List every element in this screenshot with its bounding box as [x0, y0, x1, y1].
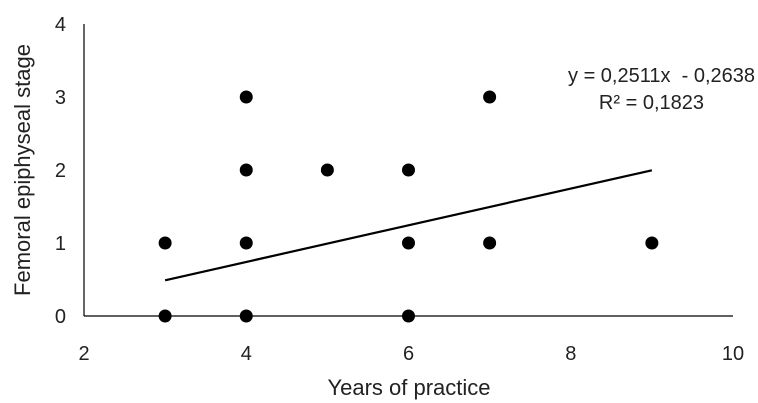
data-point	[239, 309, 253, 323]
x-tick-label: 4	[241, 343, 252, 365]
data-point	[320, 163, 334, 177]
y-tick-label: 4	[55, 14, 66, 36]
data-point	[239, 90, 253, 104]
x-tick-label: 8	[565, 343, 576, 365]
data-point	[158, 236, 172, 250]
y-tick-label: 2	[55, 160, 66, 182]
data-point	[402, 236, 415, 250]
x-axis-title: Years of practice	[327, 375, 490, 400]
data-point	[402, 163, 415, 177]
data-points	[158, 90, 659, 323]
trendline-equation: y = 0,2511x - 0,2638	[568, 65, 755, 87]
r-squared-label: R² = 0,1823	[599, 92, 704, 114]
data-point	[483, 236, 497, 250]
trendline-group	[164, 169, 653, 282]
y-tick-label: 1	[55, 233, 66, 255]
x-tick-label: 2	[78, 343, 89, 365]
trendline	[164, 169, 653, 282]
x-tick-label: 10	[722, 343, 744, 365]
y-tick-label: 3	[55, 87, 66, 109]
y-axis-title: Femoral epiphyseal stage	[10, 44, 35, 296]
data-point	[645, 236, 659, 250]
x-tick-labels: 2 4 6 8 10	[78, 343, 744, 365]
data-point	[483, 90, 497, 104]
y-tick-label: 0	[55, 306, 66, 328]
x-tick-label: 6	[403, 343, 414, 365]
data-point	[239, 236, 253, 250]
data-point	[239, 163, 253, 177]
y-tick-labels: 0 1 2 3 4	[55, 14, 66, 328]
data-point	[158, 309, 172, 323]
data-point	[402, 309, 415, 323]
